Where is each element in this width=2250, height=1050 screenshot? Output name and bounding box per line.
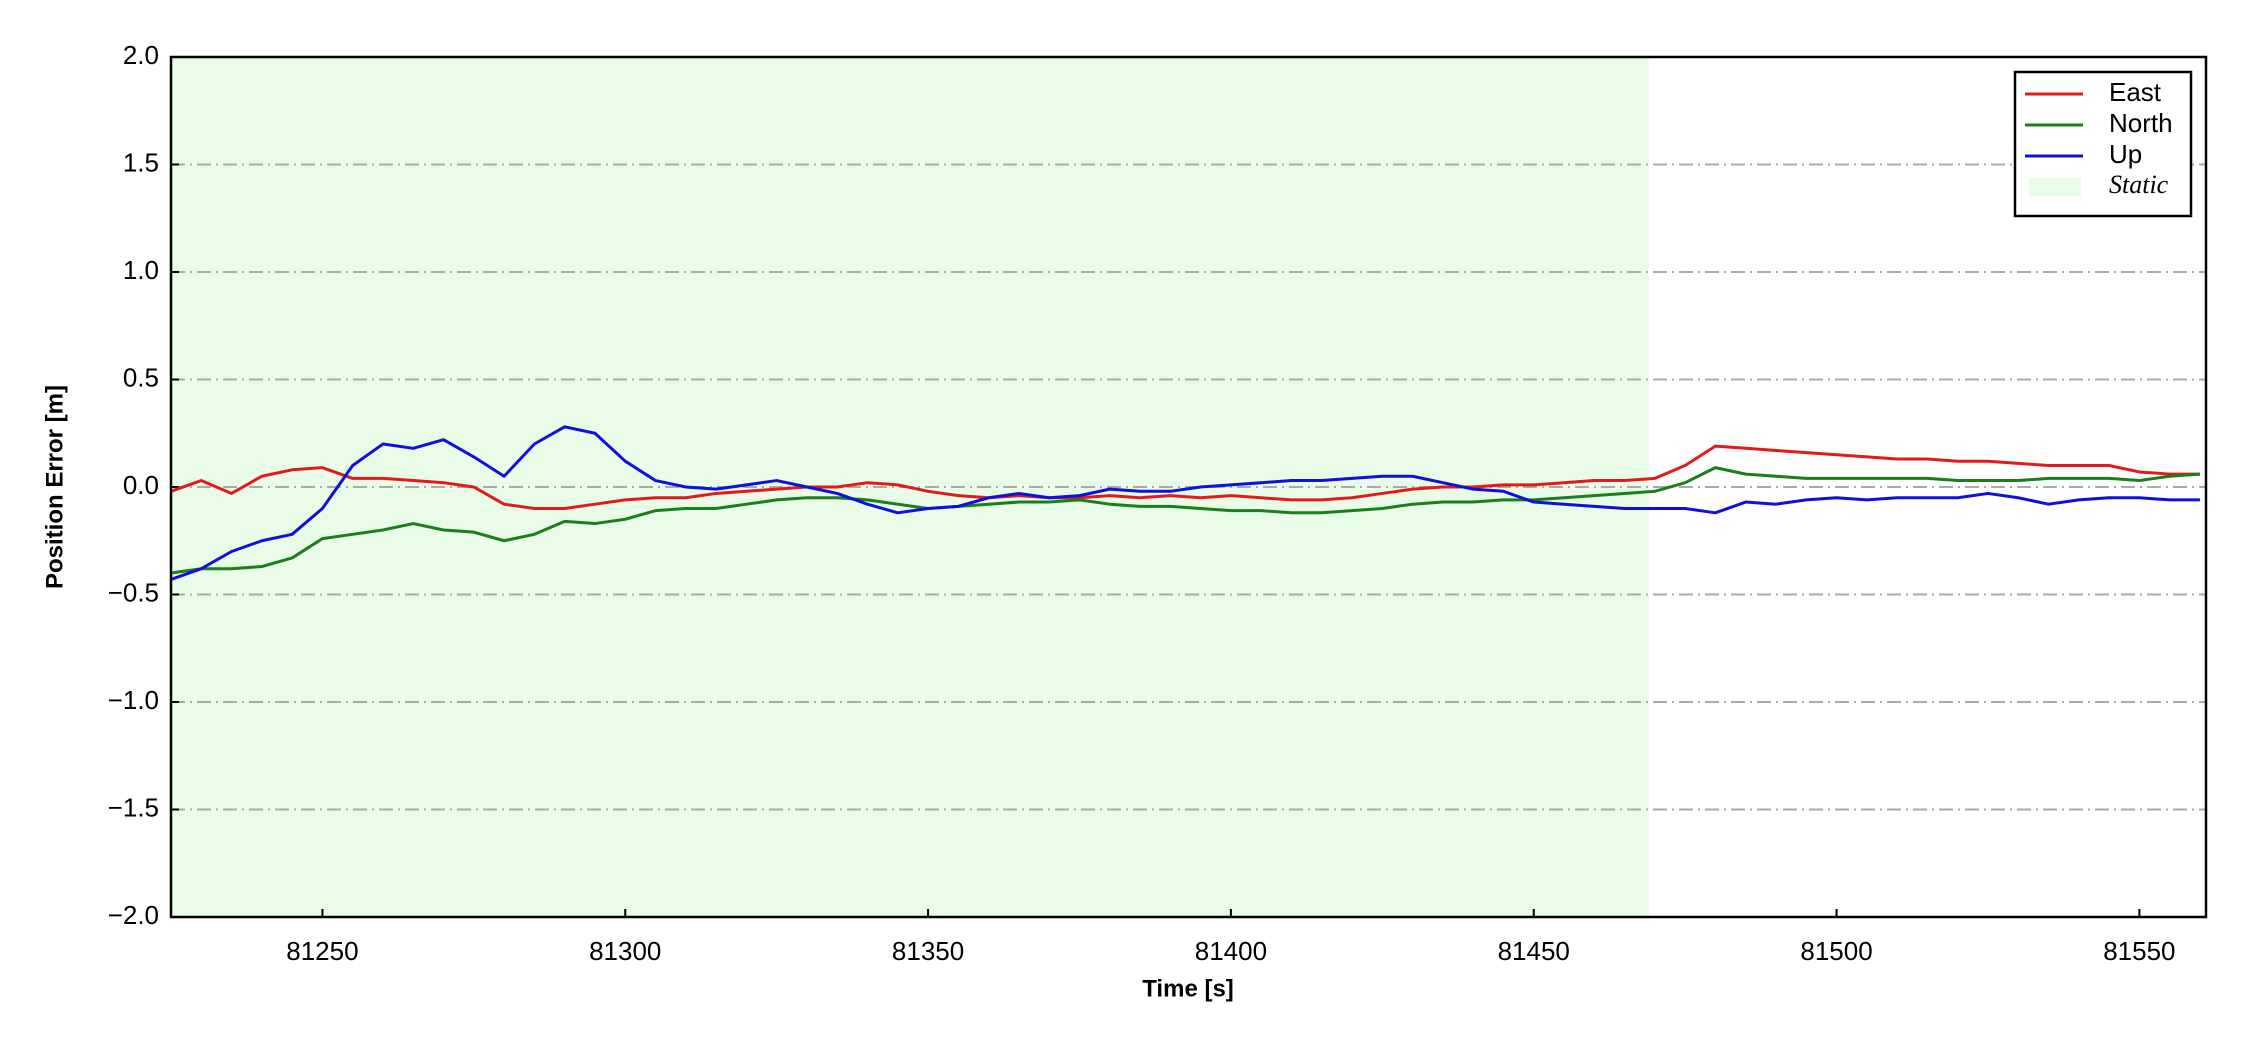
series-line [170, 466, 2201, 575]
plot-frame [169, 55, 2208, 919]
y-tick-label: 1.0 [123, 255, 159, 285]
x-axis-label: Time [s] [1142, 975, 1234, 1002]
x-tick-label: 81250 [286, 936, 358, 966]
x-tick-label: 81300 [589, 936, 661, 966]
x-tick-label: 81400 [1195, 936, 1267, 966]
legend-label: Up [2109, 139, 2142, 169]
series-line [170, 444, 2200, 510]
y-tick-label: −1.0 [108, 685, 159, 715]
y-tick-label: −1.5 [108, 792, 159, 822]
legend-label: East [2109, 77, 2162, 107]
x-tick-label: 81550 [2103, 936, 2175, 966]
y-tick-label: 2.0 [123, 40, 159, 70]
series-line [170, 425, 2200, 581]
legend-label: North [2109, 108, 2173, 138]
legend-swatch [2029, 178, 2081, 196]
y-tick-label: 0.0 [123, 470, 159, 500]
x-tick-label: 81450 [1498, 936, 1570, 966]
y-tick-label: 1.5 [123, 147, 159, 177]
y-tick-label: −0.5 [108, 577, 159, 607]
y-axis-label: Position Error [m] [41, 385, 68, 589]
legend-label: Static [2109, 170, 2169, 199]
x-tick-label: 81350 [892, 936, 964, 966]
y-tick-label: 0.5 [123, 362, 159, 392]
y-tick-label: −2.0 [108, 900, 159, 930]
x-tick-label: 81500 [1800, 936, 1872, 966]
